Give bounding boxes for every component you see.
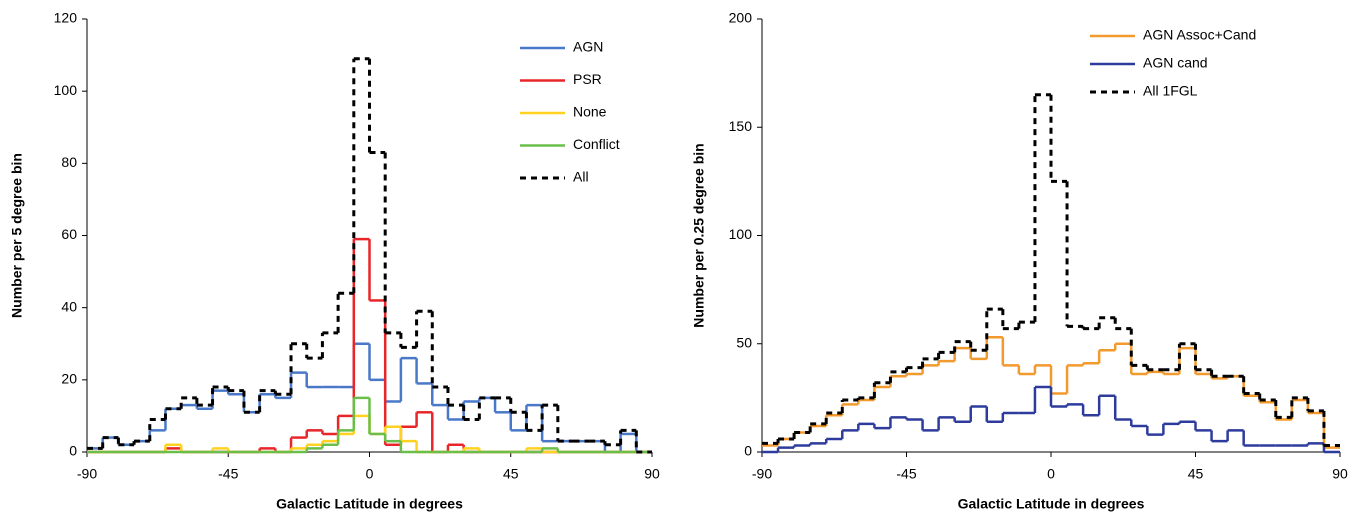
x-tick-label: -90 — [77, 466, 97, 482]
x-axis-label: Galactic Latitude in degrees — [958, 496, 1145, 512]
y-tick-label: 120 — [54, 10, 78, 26]
legend-label: All 1FGL — [1143, 83, 1198, 99]
legend-label: AGN cand — [1143, 55, 1208, 71]
x-tick-label: 0 — [366, 466, 374, 482]
step-riser — [101, 58, 638, 452]
x-axis-label: Galactic Latitude in degrees — [276, 496, 463, 512]
x-tick-label: 90 — [1332, 466, 1348, 482]
y-axis-label: Number per 5 degree bin — [9, 153, 25, 318]
x-tick-label: -90 — [752, 466, 772, 482]
y-tick-label: 20 — [61, 371, 77, 387]
x-tick-label: 45 — [1188, 466, 1204, 482]
legend-label: PSR — [573, 71, 602, 87]
y-tick-label: 200 — [729, 10, 753, 26]
y-tick-label: 100 — [729, 226, 753, 242]
y-tick-label: 150 — [729, 118, 753, 134]
y-tick-label: 80 — [61, 154, 77, 170]
x-tick-label: 45 — [503, 466, 519, 482]
y-tick-label: 0 — [744, 443, 752, 459]
y-tick-label: 100 — [54, 82, 78, 98]
x-tick-label: -45 — [896, 466, 916, 482]
legend-label: None — [573, 104, 607, 120]
step-riser — [305, 397, 560, 452]
y-tick-label: 60 — [61, 226, 77, 242]
y-tick-label: 0 — [69, 443, 77, 459]
legend-label: AGN Assoc+Cand — [1143, 27, 1256, 43]
x-tick-label: 0 — [1047, 466, 1055, 482]
legend-label: Conflict — [573, 136, 620, 152]
legend-label: AGN — [573, 39, 603, 55]
y-tick-label: 50 — [736, 334, 752, 350]
y-axis-label: Number per 0.25 degree bin — [691, 143, 707, 327]
x-tick-label: -45 — [218, 466, 238, 482]
x-tick-label: 90 — [644, 466, 660, 482]
y-tick-label: 40 — [61, 298, 77, 314]
legend-label: All — [573, 169, 589, 185]
